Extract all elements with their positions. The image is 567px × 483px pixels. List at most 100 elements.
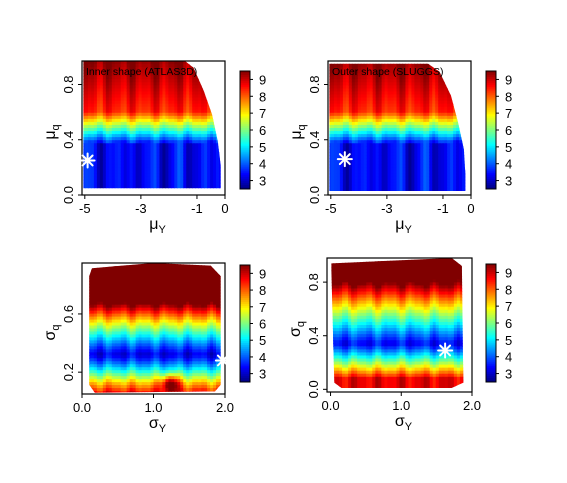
heatmap-cell — [336, 112, 341, 117]
heatmap-cell — [402, 91, 407, 96]
heatmap-cell — [219, 76, 221, 80]
heatmap-cell — [156, 121, 161, 126]
heatmap-cell — [345, 167, 350, 172]
heatmap-cell — [102, 373, 107, 377]
heatmap-cell — [438, 115, 442, 120]
heatmap-cell — [330, 79, 335, 83]
heatmap-cell — [180, 189, 184, 193]
heatmap-cell — [354, 91, 359, 96]
heatmap-cell — [180, 143, 184, 147]
heatmap-cell — [372, 179, 377, 184]
heatmap-cell — [97, 189, 101, 193]
heatmap-cell — [363, 134, 368, 138]
heatmap-cell — [96, 76, 101, 80]
heatmap-cell — [135, 115, 140, 120]
heatmap-cell — [105, 103, 110, 108]
heatmap-cell — [90, 115, 95, 120]
heatmap-cell — [456, 179, 460, 184]
heatmap-cell — [423, 64, 427, 68]
heatmap-cell — [414, 170, 418, 175]
heatmap-cell — [89, 286, 92, 291]
heatmap-cell — [93, 289, 98, 294]
colorbar-segment — [486, 135, 496, 139]
heatmap-cell — [351, 91, 356, 96]
heatmap-cell — [144, 167, 149, 172]
heatmap-cell — [195, 155, 199, 160]
heatmap-cell — [351, 124, 356, 129]
heatmap-cell — [351, 182, 356, 187]
heatmap-cell — [159, 97, 164, 102]
plot-frame — [81, 60, 226, 196]
heatmap-cell — [435, 179, 439, 184]
heatmap-cell — [120, 176, 125, 181]
heatmap-cell — [366, 70, 371, 74]
heatmap-cell — [129, 100, 134, 105]
heatmap-cell — [89, 334, 92, 339]
heatmap-cell — [105, 277, 110, 282]
heatmap-cell — [150, 164, 155, 169]
heatmap-cell — [87, 91, 92, 96]
heatmap-cell — [117, 325, 122, 330]
heatmap-cell — [114, 301, 119, 306]
heatmap-cell — [207, 155, 211, 160]
heatmap-cell — [96, 352, 101, 356]
heatmap-cell — [117, 118, 122, 123]
heatmap-cell — [90, 121, 95, 126]
heatmap-cell — [111, 373, 116, 377]
heatmap-cell — [138, 64, 143, 68]
heatmap-cell — [444, 124, 448, 129]
heatmap-cell — [123, 176, 128, 181]
heatmap-cell — [366, 188, 371, 192]
heatmap-cell — [89, 265, 92, 270]
heatmap-cell — [396, 176, 401, 181]
heatmap-cell — [132, 85, 137, 90]
heatmap-cell — [372, 109, 377, 114]
heatmap-cell — [126, 137, 131, 141]
heatmap-cell — [381, 109, 386, 114]
heatmap-cell — [111, 277, 116, 282]
heatmap-cell — [459, 91, 463, 96]
heatmap-cell — [186, 73, 190, 77]
heatmap-cell — [399, 76, 404, 80]
heatmap-cell — [129, 121, 134, 126]
heatmap-cell — [213, 164, 217, 169]
heatmap-cell — [393, 164, 398, 169]
heatmap-cell — [399, 103, 404, 108]
heatmap-cell — [126, 106, 131, 111]
heatmap-cell — [363, 179, 368, 184]
heatmap-cell — [216, 112, 220, 117]
colorbar-segment — [240, 149, 250, 153]
heatmap-cell — [87, 164, 92, 169]
heatmap-cell — [132, 91, 137, 96]
heatmap-cell — [357, 158, 362, 163]
heatmap-cell — [441, 182, 445, 187]
heatmap-cell — [201, 155, 205, 160]
heatmap-cell — [111, 182, 116, 187]
heatmap-cell — [339, 185, 344, 190]
heatmap-cell — [363, 100, 368, 105]
heatmap-cell — [186, 103, 190, 108]
heatmap-cell — [366, 176, 371, 181]
heatmap-cell — [93, 70, 98, 74]
heatmap-cell — [390, 128, 395, 132]
heatmap-cell — [447, 140, 451, 144]
heatmap-cell — [105, 271, 110, 276]
heatmap-cell — [111, 298, 116, 303]
heatmap-cell — [83, 164, 86, 169]
heatmap-cell — [372, 115, 377, 120]
heatmap-cell — [99, 121, 104, 126]
heatmap-cell — [135, 131, 140, 135]
heatmap-cell — [216, 146, 220, 150]
heatmap-cell — [114, 385, 119, 389]
heatmap-cell — [402, 121, 407, 126]
heatmap-cell — [450, 85, 454, 90]
heatmap-cell — [180, 146, 184, 150]
heatmap-cell — [153, 82, 158, 86]
heatmap-cell — [429, 140, 433, 144]
heatmap-cell — [354, 161, 359, 166]
heatmap-cell — [183, 70, 187, 74]
x-tick-label: 0 — [467, 201, 474, 216]
heatmap-cell — [429, 100, 433, 105]
colorbar-segment — [240, 141, 250, 145]
heatmap-cell — [345, 137, 350, 141]
